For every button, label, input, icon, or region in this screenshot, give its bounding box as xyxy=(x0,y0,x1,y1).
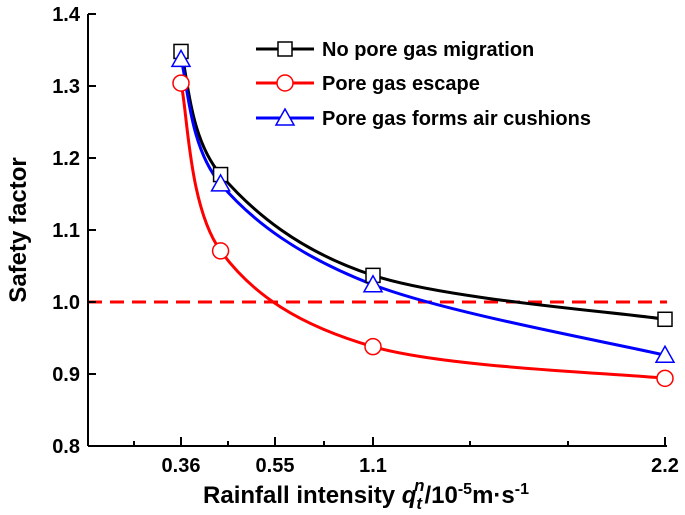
x-axis-title: Rainfall intensity qtn/10-5m·s-1 xyxy=(203,476,529,513)
series-line-triangle xyxy=(179,58,666,357)
x-tick-label: 1.1 xyxy=(359,455,387,477)
y-tick-label: 1.4 xyxy=(52,4,81,26)
data-point-triangle xyxy=(362,274,384,293)
y-tick-label: 1.1 xyxy=(52,220,80,242)
y-tick-label: 1.3 xyxy=(52,76,80,98)
data-point-triangle xyxy=(654,344,676,364)
series-line-square xyxy=(179,50,666,321)
data-point-triangle xyxy=(210,173,231,192)
legend-label: No pore gas migration xyxy=(322,39,534,61)
data-point-circle xyxy=(364,337,382,356)
y-tick-label: 0.9 xyxy=(52,364,80,386)
x-tick-label: 0.36 xyxy=(162,455,201,477)
data-point-square xyxy=(657,311,673,328)
y-axis-title: Safety factor xyxy=(5,157,32,302)
x-tick-label: 2.2 xyxy=(651,455,679,477)
legend: No pore gas migration Pore gas escape Pore… xyxy=(256,39,591,130)
data-point-circle xyxy=(172,74,190,92)
legend-label: Pore gas forms air cushions xyxy=(322,108,591,130)
y-tick-label: 1.2 xyxy=(52,148,80,170)
legend-marker-square xyxy=(277,41,293,57)
legend-marker-circle xyxy=(276,74,294,92)
data-point-circle xyxy=(211,242,230,260)
data-point-triangle xyxy=(170,48,192,68)
legend-label: Pore gas escape xyxy=(322,73,480,95)
x-tick-label: 0.55 xyxy=(256,455,295,477)
legend-marker-triangle xyxy=(274,107,296,126)
data-point-circle xyxy=(656,369,674,388)
series-line-circle xyxy=(179,82,666,380)
y-tick-label: 1.0 xyxy=(52,292,80,314)
y-tick-label: 0.8 xyxy=(52,436,80,458)
